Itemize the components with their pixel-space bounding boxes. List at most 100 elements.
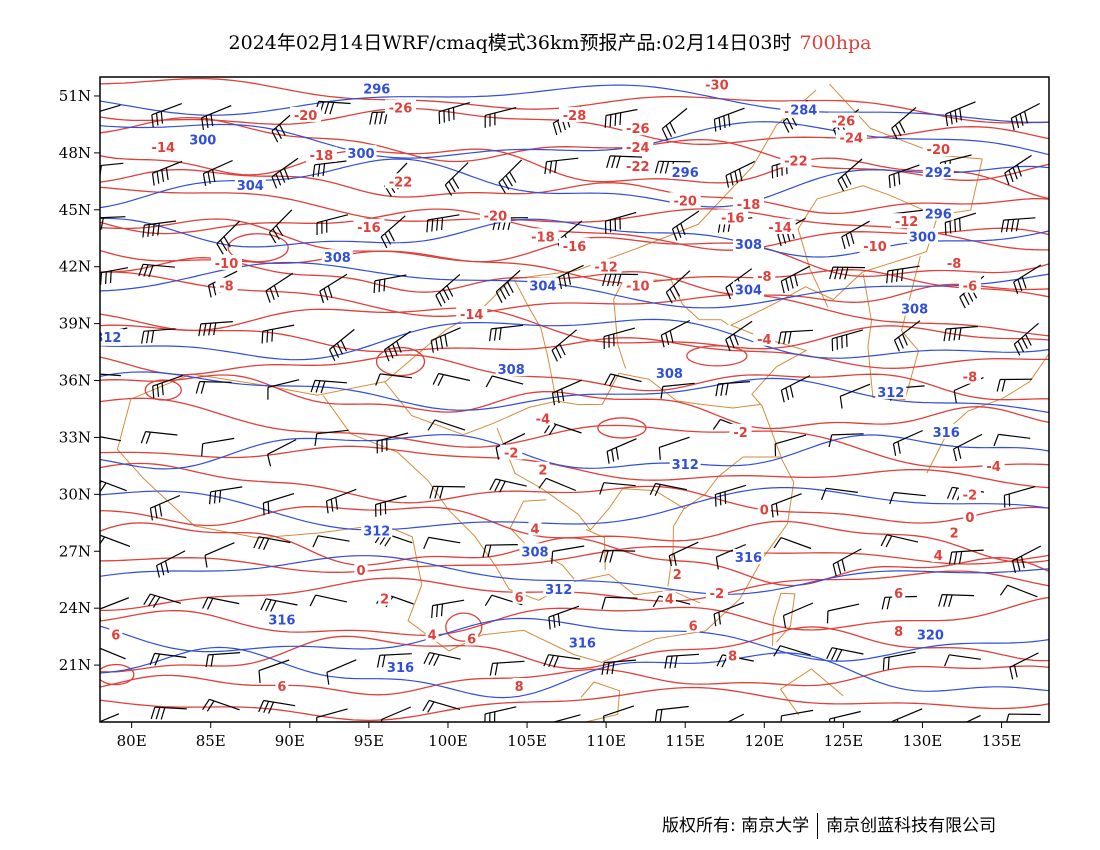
axes: 51N 48N 45N 42N 39N 36N 33N 30N 27N 24N 21N 80E 85E 9… xyxy=(59,87,1022,750)
temperature-label: -16 xyxy=(721,211,745,226)
isotherm xyxy=(100,462,1049,524)
wind-barb-staff xyxy=(965,714,981,722)
height-label: 300 xyxy=(909,230,936,245)
wind-barb-staff xyxy=(605,596,638,599)
wind-barb-feather xyxy=(604,115,607,128)
wind-barb-staff xyxy=(606,438,637,452)
temperature-label: -22 xyxy=(389,175,413,190)
wind-barb-feather xyxy=(439,486,444,499)
wind-barb-feather xyxy=(495,291,503,303)
wind-barb-staff xyxy=(827,603,860,612)
temperature-label: 6 xyxy=(277,680,286,695)
wind-barb-feather xyxy=(164,560,169,574)
wind-barb-staff xyxy=(551,329,577,351)
wind-barb-feather xyxy=(322,163,326,176)
wind-barb-feather xyxy=(109,270,112,284)
wind-barb-feather xyxy=(609,374,616,387)
isotherm xyxy=(100,324,1049,369)
wind-barb-staff xyxy=(552,545,585,552)
wind-barb-feather xyxy=(1012,167,1018,180)
wind-barb-feather xyxy=(207,171,211,184)
wind-barb-feather xyxy=(204,555,208,568)
wind-barb-feather xyxy=(105,271,107,285)
wind-barb-feather xyxy=(310,380,316,393)
wind-barb-feather xyxy=(944,222,947,235)
wind-barb-staff xyxy=(204,542,235,556)
temperature-label: -12 xyxy=(895,215,919,230)
wind-barb-feather xyxy=(943,594,948,607)
wind-barb-feather xyxy=(499,288,507,300)
height-label-bg xyxy=(733,235,764,251)
wind-barb-staff xyxy=(546,157,579,163)
wind-barb-feather xyxy=(218,490,222,503)
temperature-label: 8 xyxy=(728,650,737,665)
wind-barb-feather xyxy=(835,649,843,662)
lat-tick-label: 21N xyxy=(59,656,91,674)
temperature-label-bg xyxy=(147,139,179,155)
temperature-label-bg xyxy=(922,141,954,157)
wind-barb-staff xyxy=(434,419,466,431)
wind-barb-feather xyxy=(832,563,837,577)
wind-barb-staff xyxy=(780,329,814,333)
wind-barb-feather xyxy=(1010,219,1015,232)
wind-barb-feather xyxy=(271,176,278,189)
wind-barb-staff xyxy=(210,486,243,493)
wind-barb-feather xyxy=(429,486,434,499)
height-label: 316 xyxy=(569,636,596,651)
temperature-label: 2 xyxy=(380,593,389,608)
wind-barb-feather xyxy=(555,346,562,359)
wind-barb-feather xyxy=(715,557,719,570)
wind-barb-feather xyxy=(654,484,661,496)
wind-barb-feather xyxy=(654,161,660,174)
wind-barb-staff xyxy=(314,160,347,166)
wind-barb-staff xyxy=(316,214,349,224)
wind-barb-feather xyxy=(959,108,962,121)
wind-barb-feather xyxy=(143,264,149,277)
wind-barb-feather xyxy=(335,497,338,510)
wind-barb-staff xyxy=(780,537,812,550)
temperature-label: -10 xyxy=(626,280,650,295)
wind-barb-feather xyxy=(219,239,228,252)
wind-barb-feather xyxy=(433,654,440,667)
wind-barb-staff xyxy=(492,375,524,385)
wind-barb-feather xyxy=(384,535,393,547)
wind-barb-staff xyxy=(317,535,350,542)
wind-barb-feather xyxy=(665,292,673,304)
wind-barb-feather xyxy=(673,553,677,566)
wind-barb-staff xyxy=(316,429,349,435)
lat-tick-label: 42N xyxy=(59,258,91,276)
wind-barb-feather xyxy=(423,652,430,664)
wind-barb-feather xyxy=(499,480,506,493)
height-label-bg xyxy=(733,549,764,564)
wind-barb-feather xyxy=(200,381,206,394)
wind-barb-feather xyxy=(882,657,885,671)
wind-barb-feather xyxy=(780,715,783,722)
wind-barb-feather xyxy=(210,113,214,127)
wind-barb-feather xyxy=(952,729,955,741)
wind-barb-feather xyxy=(161,169,165,182)
height-label-bg xyxy=(100,328,124,344)
temperature-label: 4 xyxy=(934,549,943,564)
wind-barb-feather xyxy=(149,653,156,666)
wind-barb-feather xyxy=(427,701,435,713)
height-label: 308 xyxy=(498,363,525,378)
wind-barb-staff xyxy=(262,324,295,332)
wind-barb-staff xyxy=(713,601,745,615)
wind-barb-feather xyxy=(95,166,97,178)
temperature-label-bg xyxy=(753,268,776,284)
wind-barb-staff xyxy=(605,273,638,276)
temperature-label-bg xyxy=(465,630,479,646)
wind-barb-staff xyxy=(603,549,636,552)
wind-barb-feather xyxy=(845,234,851,247)
height-label: 296 xyxy=(925,208,952,223)
wind-barb-staff xyxy=(314,379,347,384)
wind-barb-feather xyxy=(160,707,166,720)
wind-barb-feather xyxy=(96,218,98,230)
wind-barb-feather xyxy=(142,225,145,238)
wind-barb-feather xyxy=(826,647,833,660)
wind-barb-staff xyxy=(318,100,351,105)
wind-barb-feather xyxy=(606,662,610,675)
height-label-bg xyxy=(361,80,393,96)
wind-barb-feather xyxy=(897,336,904,349)
wind-barb-feather xyxy=(328,349,336,361)
